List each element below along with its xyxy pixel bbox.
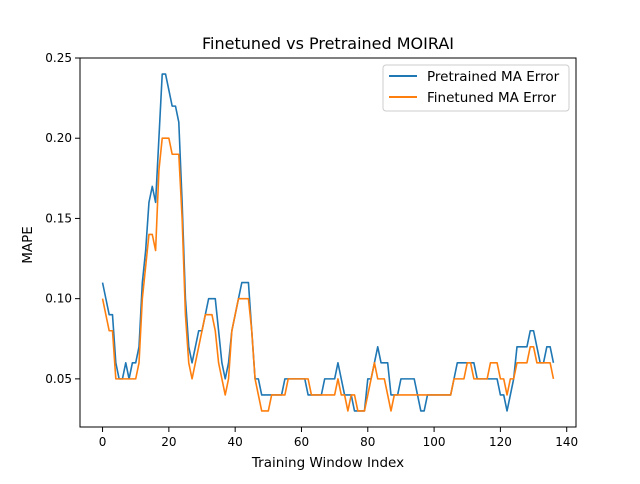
chart-title: Finetuned vs Pretrained MOIRAI — [202, 34, 454, 53]
plot-area — [79, 57, 577, 428]
legend-label-pretrained: Pretrained MA Error — [427, 69, 560, 85]
legend: Pretrained MA Error Finetuned MA Error — [382, 64, 570, 112]
legend-frame — [382, 64, 570, 112]
x-tick-label: 100 — [423, 435, 446, 449]
x-tick-label: 60 — [294, 435, 309, 449]
y-tick-label: 0.15 — [45, 211, 72, 225]
x-tick-label: 20 — [161, 435, 176, 449]
series-line-pretrained-ma-error — [101, 73, 555, 412]
y-axis-label: MAPE — [20, 226, 36, 264]
y-tick-label: 0.25 — [45, 51, 72, 65]
x-tick-label: 140 — [555, 435, 578, 449]
y-axis: 0.05 0.10 0.15 0.20 0.25 — [45, 51, 80, 386]
x-axis: 0 20 40 60 80 100 120 140 — [99, 427, 578, 449]
y-tick-label: 0.10 — [45, 292, 72, 306]
x-axis-label: Training Window Index — [251, 455, 404, 471]
y-tick-label: 0.05 — [45, 372, 72, 386]
plot-frame — [79, 57, 577, 428]
legend-label-finetuned: Finetuned MA Error — [427, 90, 556, 106]
x-tick-label: 80 — [360, 435, 375, 449]
x-tick-label: 0 — [99, 435, 107, 449]
x-tick-label: 120 — [489, 435, 512, 449]
y-tick-label: 0.20 — [45, 131, 72, 145]
series-line-finetuned-ma-error — [101, 137, 555, 412]
x-tick-label: 40 — [228, 435, 243, 449]
